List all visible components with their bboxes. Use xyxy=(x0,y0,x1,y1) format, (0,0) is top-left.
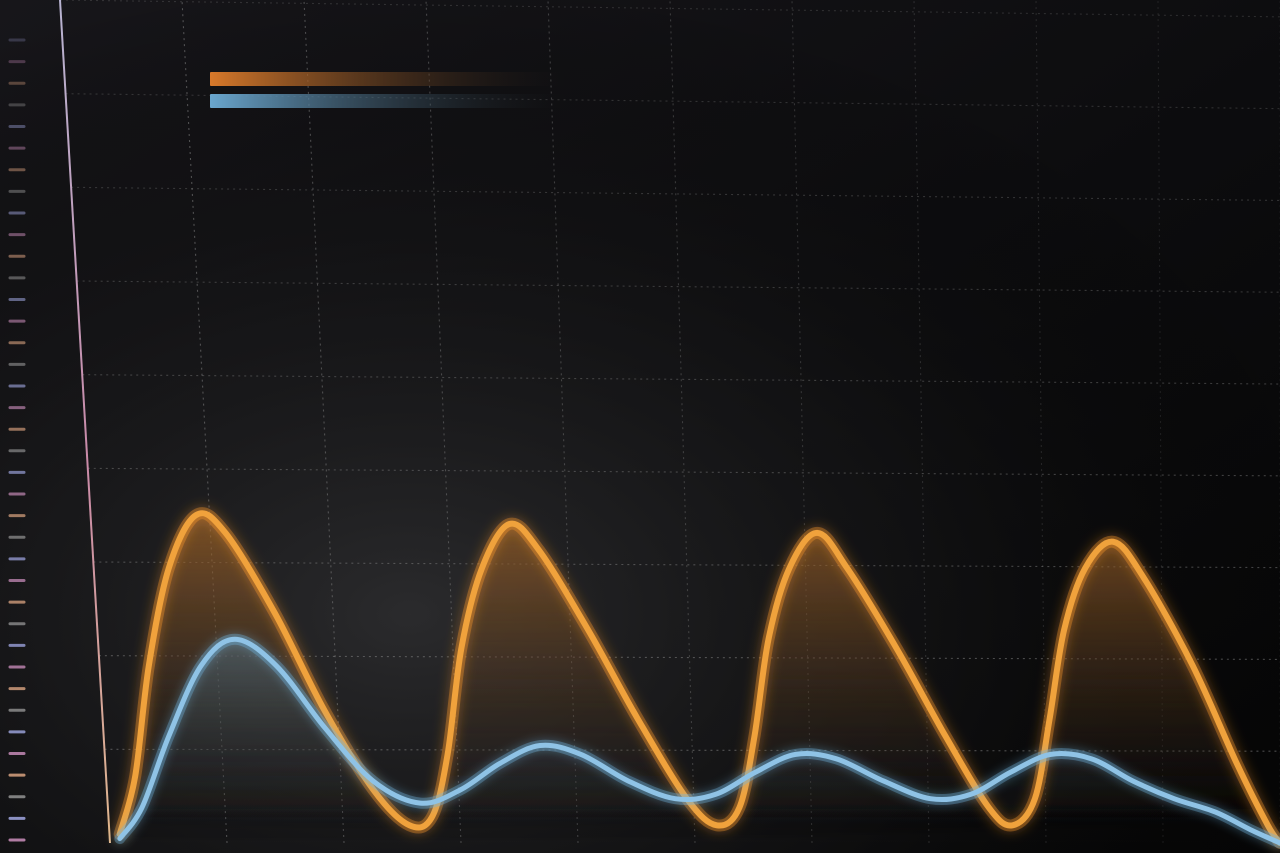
legend-swatch-blue xyxy=(210,94,570,108)
chart-svg xyxy=(0,0,1280,853)
chart-stage xyxy=(0,0,1280,853)
legend-swatch-orange xyxy=(210,72,570,86)
